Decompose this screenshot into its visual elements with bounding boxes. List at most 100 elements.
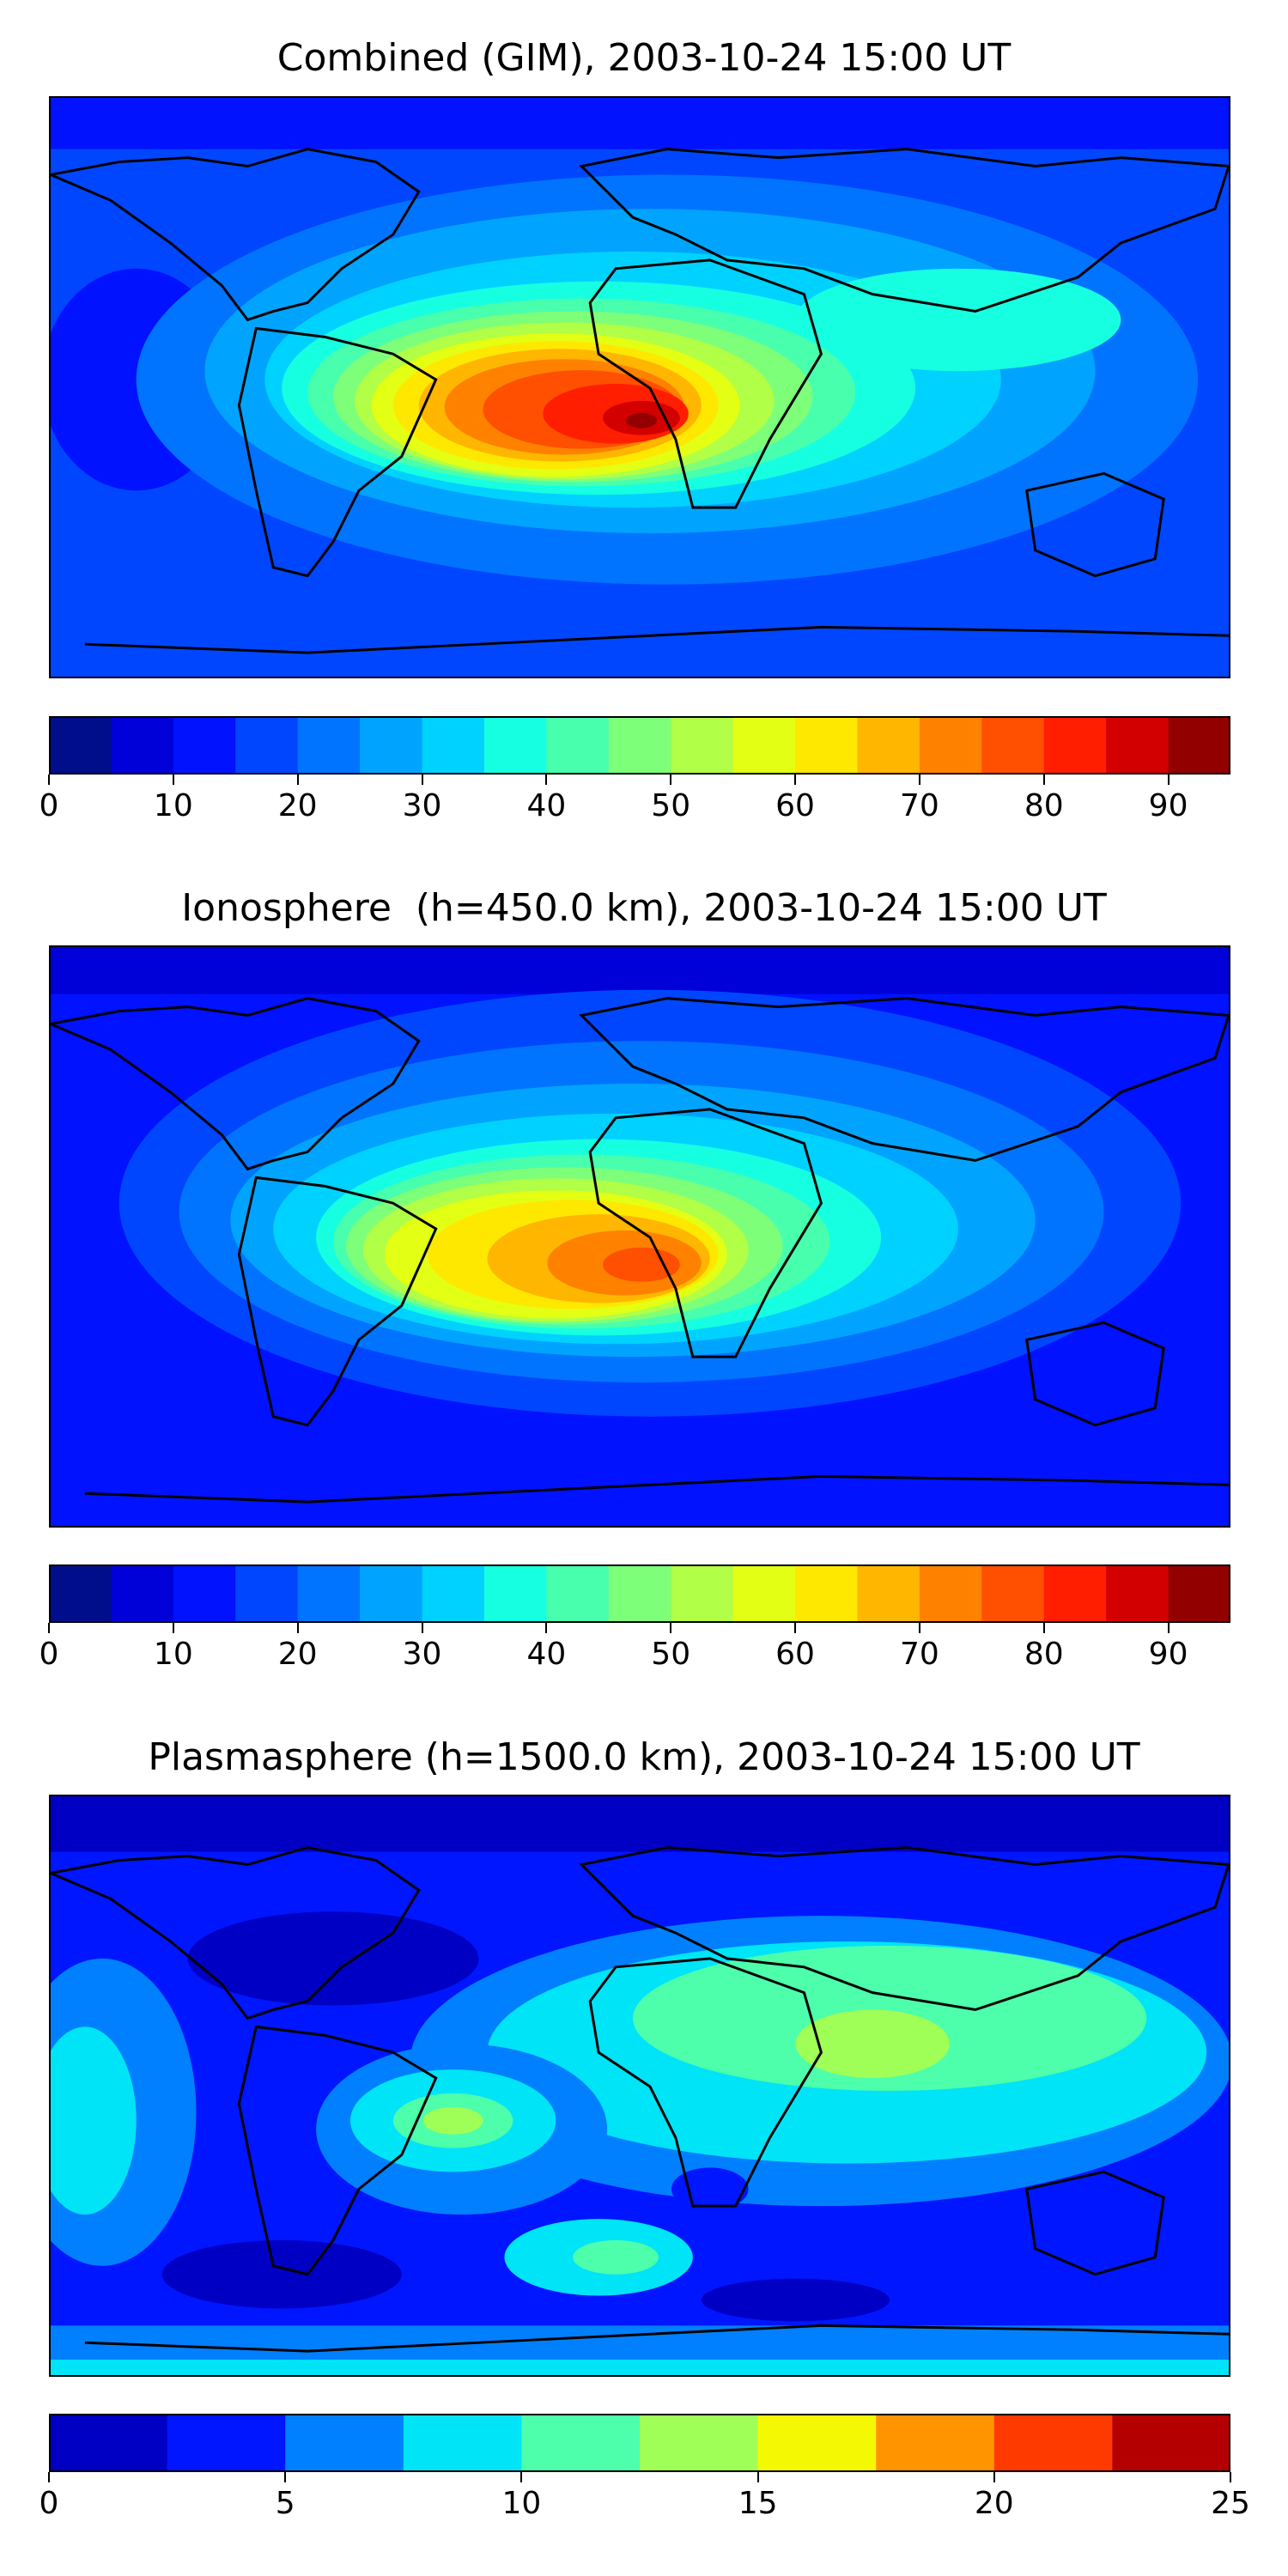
colorbar-tick — [993, 2472, 995, 2482]
colorbar-tick-label: 25 — [1211, 2486, 1250, 2521]
colorbar-tick-label: 15 — [738, 2486, 778, 2521]
colorbar-tick — [296, 775, 299, 785]
map-combined — [49, 96, 1230, 678]
colorbar-tick-label: 30 — [402, 1637, 442, 1672]
colorbar-segment — [49, 1564, 112, 1623]
colorbar-tick-label: 70 — [899, 1637, 939, 1672]
colorbar-tick-label: 50 — [651, 1637, 691, 1672]
colorbar-tick — [1042, 1623, 1045, 1633]
colorbar-tick — [918, 775, 920, 785]
colorbar-tick-label: 60 — [775, 788, 815, 823]
colorbar-segment — [297, 716, 361, 775]
colorbar-segment — [521, 2414, 641, 2472]
colorbar-segment — [546, 1564, 610, 1623]
colorbar-segment — [167, 2414, 286, 2472]
colorbar-tick — [545, 1623, 548, 1633]
colorbar-tick — [48, 1623, 50, 1633]
colorbar-tick — [1167, 1623, 1170, 1633]
colorbar-segment — [1168, 716, 1230, 775]
colorbar-frame — [49, 1564, 1230, 1623]
colorbar-segment — [111, 716, 174, 775]
colorbar-tick-label: 10 — [153, 1637, 193, 1672]
map-plasmasphere — [49, 1795, 1230, 2377]
map-ionosphere — [49, 945, 1230, 1528]
colorbar-segment — [795, 716, 859, 775]
colorbar-segment — [297, 1564, 361, 1623]
colorbar-segment — [981, 1564, 1045, 1623]
colorbar-segment — [993, 2414, 1113, 2472]
colorbar-segment — [1168, 1564, 1230, 1623]
colorbar-segment — [757, 2414, 877, 2472]
panel-title-ionosphere: Ionosphere (h=450.0 km), 2003-10-24 15:0… — [181, 886, 1107, 930]
colorbar-tick — [296, 1623, 299, 1633]
colorbar-tick — [284, 2472, 287, 2482]
colorbar-tick — [794, 1623, 797, 1633]
colorbar-ticks-plasmasphere: 0 5 10 15 20 25 — [39, 2472, 1250, 2521]
colorbar-segment — [235, 1564, 299, 1623]
colorbar-tick-label: 30 — [402, 788, 442, 823]
colorbar-tick — [172, 1623, 174, 1633]
colorbar-tick-label: 10 — [153, 788, 193, 823]
colorbar-tick — [48, 775, 50, 785]
panel-title-plasmasphere: Plasmasphere (h=1500.0 km), 2003-10-24 1… — [148, 1735, 1140, 1779]
colorbar-segment — [1112, 2414, 1230, 2472]
colorbar-segment — [732, 716, 796, 775]
colorbar-tick — [545, 775, 548, 785]
colorbar-tick — [756, 2472, 759, 2482]
colorbar-tick-label: 20 — [974, 2486, 1014, 2521]
colorbar-segment — [49, 716, 112, 775]
colorbar-segment — [360, 1564, 423, 1623]
colorbar-tick — [670, 1623, 672, 1633]
colorbar-tick — [1042, 775, 1045, 785]
colorbar-frame — [49, 716, 1230, 775]
colorbar-plasmasphere — [49, 2414, 1230, 2472]
colorbar-tick-label: 70 — [899, 788, 939, 823]
colorbar-segment — [49, 2414, 168, 2472]
colorbar-tick — [794, 775, 797, 785]
colorbar-tick — [172, 775, 174, 785]
colorbar-tick-label: 10 — [501, 2486, 542, 2521]
colorbar-tick — [1167, 775, 1170, 785]
colorbar-frame — [49, 2414, 1230, 2472]
colorbar-tick — [421, 1623, 423, 1633]
colorbar-ionosphere — [49, 1564, 1230, 1623]
colorbar-tick-label: 90 — [1148, 1637, 1188, 1672]
colorbar-segment — [360, 716, 423, 775]
colorbar-segment — [1043, 1564, 1107, 1623]
colorbar-ticks-combined: 0 10 20 30 40 50 60 70 80 90 — [39, 775, 1230, 823]
colorbar-segment — [608, 1564, 671, 1623]
colorbar-tick — [421, 775, 423, 785]
colorbar-segment — [285, 2414, 404, 2472]
colorbar-tick — [1230, 2472, 1231, 2482]
colorbar-combined — [49, 716, 1230, 775]
colorbar-tick-label: 80 — [1024, 1637, 1064, 1672]
colorbar-segment — [1043, 716, 1107, 775]
colorbar-segment — [111, 1564, 174, 1623]
colorbar-segment — [235, 716, 299, 775]
colorbar-tick — [48, 2472, 50, 2482]
colorbar-tick — [918, 1623, 920, 1633]
colorbar-segment — [483, 1564, 547, 1623]
colorbar-tick-label: 40 — [526, 1637, 567, 1672]
panel-title-combined: Combined (GIM), 2003-10-24 15:00 UT — [276, 36, 1012, 80]
colorbar-tick-label: 50 — [651, 788, 691, 823]
colorbar-tick-label: 0 — [39, 1637, 59, 1672]
colorbar-segment — [640, 2414, 759, 2472]
colorbar-tick-label: 60 — [775, 1637, 815, 1672]
colorbar-segment — [981, 716, 1045, 775]
colorbar-segment — [546, 716, 610, 775]
colorbar-ticks-ionosphere: 0 10 20 30 40 50 60 70 80 90 — [39, 1623, 1230, 1672]
colorbar-tick-label: 20 — [277, 788, 318, 823]
colorbar-tick-label: 0 — [39, 788, 59, 823]
colorbar-segment — [671, 1564, 734, 1623]
colorbar-segment — [795, 1564, 859, 1623]
colorbar-segment — [876, 2414, 995, 2472]
colorbar-segment — [671, 716, 734, 775]
colorbar-tick-label: 0 — [39, 2486, 59, 2521]
colorbar-segment — [732, 1564, 796, 1623]
colorbar-tick-label: 90 — [1148, 788, 1188, 823]
colorbar-segment — [422, 716, 485, 775]
colorbar-tick-label: 5 — [275, 2486, 295, 2521]
colorbar-segment — [857, 1564, 920, 1623]
colorbar-segment — [403, 2414, 522, 2472]
